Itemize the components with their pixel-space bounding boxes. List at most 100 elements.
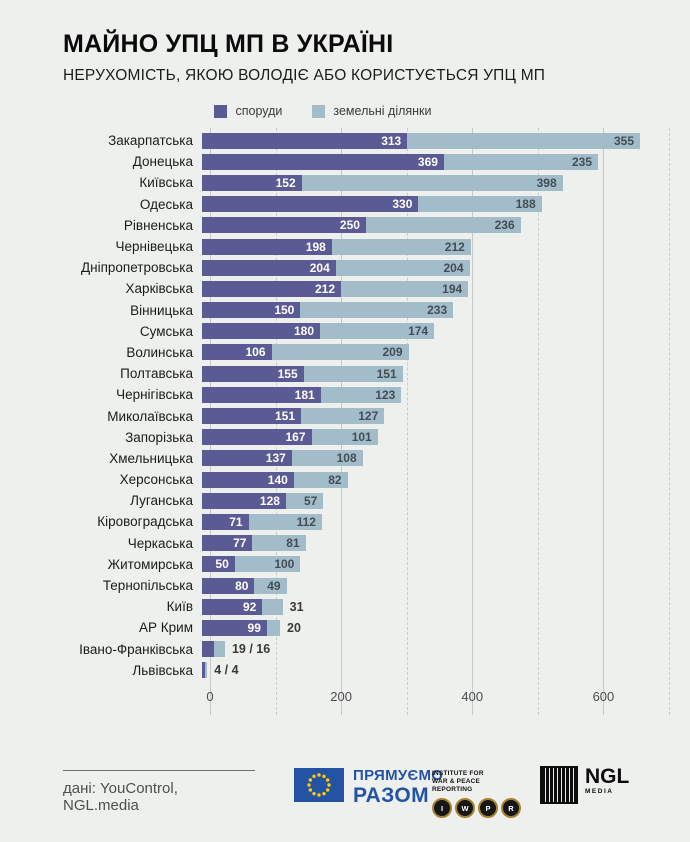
bar-track: 150 233 — [202, 302, 690, 319]
page-title: МАЙНО УПЦ МП В УКРАЇНІ — [63, 30, 394, 58]
iwpr-logo-text2: WAR & PEACE REPORTING — [432, 778, 481, 794]
bar-segment-land: 194 — [341, 280, 469, 297]
category-label: Луганська — [130, 493, 193, 509]
value-label: 250 — [339, 218, 360, 233]
bar-track: 204 204 — [202, 259, 690, 276]
ngl-logo-text: NGL MEDIA — [585, 766, 629, 795]
chart-row: Чернівецька 198 212 — [0, 236, 690, 257]
chart-row: Тернопільська 80 49 — [0, 575, 690, 596]
value-label: 313 — [381, 133, 402, 148]
chart-row: Житомирська 50 100 — [0, 554, 690, 575]
chart-legend: споруди земельні ділянки — [0, 104, 668, 118]
chart-row: Харківська 212 194 — [0, 278, 690, 299]
chart-row: Хмельницька 137 108 — [0, 448, 690, 469]
value-label: 151 — [376, 366, 397, 381]
bar-segment-land: 127 — [301, 408, 385, 425]
category-label: Полтавська — [120, 366, 193, 382]
bar-segment-buildings: 150 — [202, 302, 301, 319]
category-label: Рівненська — [123, 217, 193, 233]
bar-track: 140 82 — [202, 471, 690, 488]
page-subtitle: НЕРУХОМІСТЬ, ЯКОЮ ВОЛОДІЄ АБО КОРИСТУЄТЬ… — [63, 67, 546, 84]
bar-segment-buildings — [202, 662, 205, 679]
x-tick-label: 600 — [592, 688, 615, 704]
bar-segment-buildings: 151 — [202, 408, 301, 425]
gridline-dashed — [669, 128, 670, 715]
bar-track: 77 81 — [202, 535, 690, 552]
bar-segment-buildings: 128 — [202, 492, 286, 509]
bar-track: 330 188 — [202, 196, 690, 213]
value-label: 140 — [267, 472, 288, 487]
bar-segment-land: 398 — [301, 174, 563, 191]
eu-logo-text: ПРЯМУЄМО РАЗОМ — [353, 768, 443, 806]
legend-label-land: земельні ділянки — [333, 104, 432, 118]
bar-segment-buildings: 77 — [202, 535, 253, 552]
legend-swatch-buildings-icon — [214, 104, 228, 118]
value-label: 101 — [351, 430, 372, 445]
value-label: 398 — [536, 175, 557, 190]
bar-segment-buildings: 106 — [202, 344, 272, 361]
category-label: Івано-Франківська — [79, 641, 193, 657]
value-label: 188 — [515, 197, 536, 212]
value-label: 100 — [274, 557, 295, 572]
ngl-logo-name: NGL — [585, 765, 630, 788]
value-label: 106 — [245, 345, 266, 360]
value-label: 77 — [233, 536, 247, 551]
bar-segment-land: 188 — [418, 196, 542, 213]
eu-flag-icon — [294, 768, 344, 802]
chart-row: Київ 92 31 — [0, 596, 690, 617]
header: МАЙНО УПЦ МП В УКРАЇНІ НЕРУХОМІСТЬ, ЯКОЮ… — [63, 32, 690, 85]
value-label: 167 — [285, 430, 306, 445]
ngl-logo-sub: MEDIA — [585, 788, 614, 795]
category-label: Сумська — [139, 323, 193, 339]
value-label-outside: 19 / 16 — [231, 642, 271, 657]
bar-track: 167 101 — [202, 429, 690, 446]
x-tick-label: 400 — [461, 688, 484, 704]
value-label: 108 — [336, 451, 357, 466]
data-source: дані: YouControl, NGL.media — [63, 770, 255, 814]
bar-segment-land: 123 — [320, 386, 402, 403]
bar-segment-buildings: 137 — [202, 450, 292, 467]
category-label: Тернопільська — [102, 578, 193, 594]
bar-segment-buildings: 180 — [202, 323, 321, 340]
ngl-barcode-icon — [540, 766, 578, 804]
iwpr-letter-circle: W — [455, 798, 475, 819]
bar-track: 80 49 — [202, 577, 690, 594]
value-label: 235 — [572, 154, 593, 169]
value-label: 112 — [296, 514, 316, 529]
chart-row: Волинська 106 209 — [0, 342, 690, 363]
value-label: 92 — [242, 599, 257, 614]
value-label: 174 — [408, 324, 429, 339]
category-label: Київська — [139, 175, 193, 191]
bar-track: 99 20 — [202, 619, 690, 636]
chart-row: Івано-Франківська 19 / 16 — [0, 639, 690, 660]
category-label: Донецька — [132, 154, 193, 170]
value-label: 212 — [314, 281, 335, 296]
chart-row: АР Крим 99 20 — [0, 617, 690, 638]
category-label: Житомирська — [107, 556, 193, 572]
eu-logo-line2: РАЗОМ — [353, 784, 430, 807]
chart-row: Рівненська 250 236 — [0, 215, 690, 236]
bar-segment-land — [204, 662, 208, 679]
value-label: 128 — [259, 493, 280, 508]
value-label: 81 — [286, 536, 300, 551]
bar-segment-land: 209 — [271, 344, 409, 361]
value-label: 137 — [265, 451, 286, 466]
eu-together-logo: ПРЯМУЄМО РАЗОМ — [294, 768, 443, 806]
chart-row: Луганська 128 57 — [0, 490, 690, 511]
bar-segment-land — [262, 598, 283, 615]
bar-segment-buildings: 71 — [202, 513, 249, 530]
bar-segment-land: 108 — [291, 450, 363, 467]
chart-rows: Закарпатська 313 355 Донецька 369 235 Київська… — [0, 130, 690, 681]
category-label: Чернігівська — [116, 387, 193, 403]
bar-segment-land: 49 — [254, 577, 287, 594]
iwpr-letter-circle: R — [501, 798, 521, 819]
chart-row: Кіровоградська 71 112 — [0, 511, 690, 532]
value-label: 198 — [305, 239, 326, 254]
bar-segment-buildings: 369 — [202, 153, 444, 170]
bar-segment-buildings: 330 — [202, 196, 419, 213]
chart-row: Закарпатська 313 355 — [0, 130, 690, 151]
value-label: 194 — [442, 281, 463, 296]
bar-track: 50 100 — [202, 556, 690, 573]
